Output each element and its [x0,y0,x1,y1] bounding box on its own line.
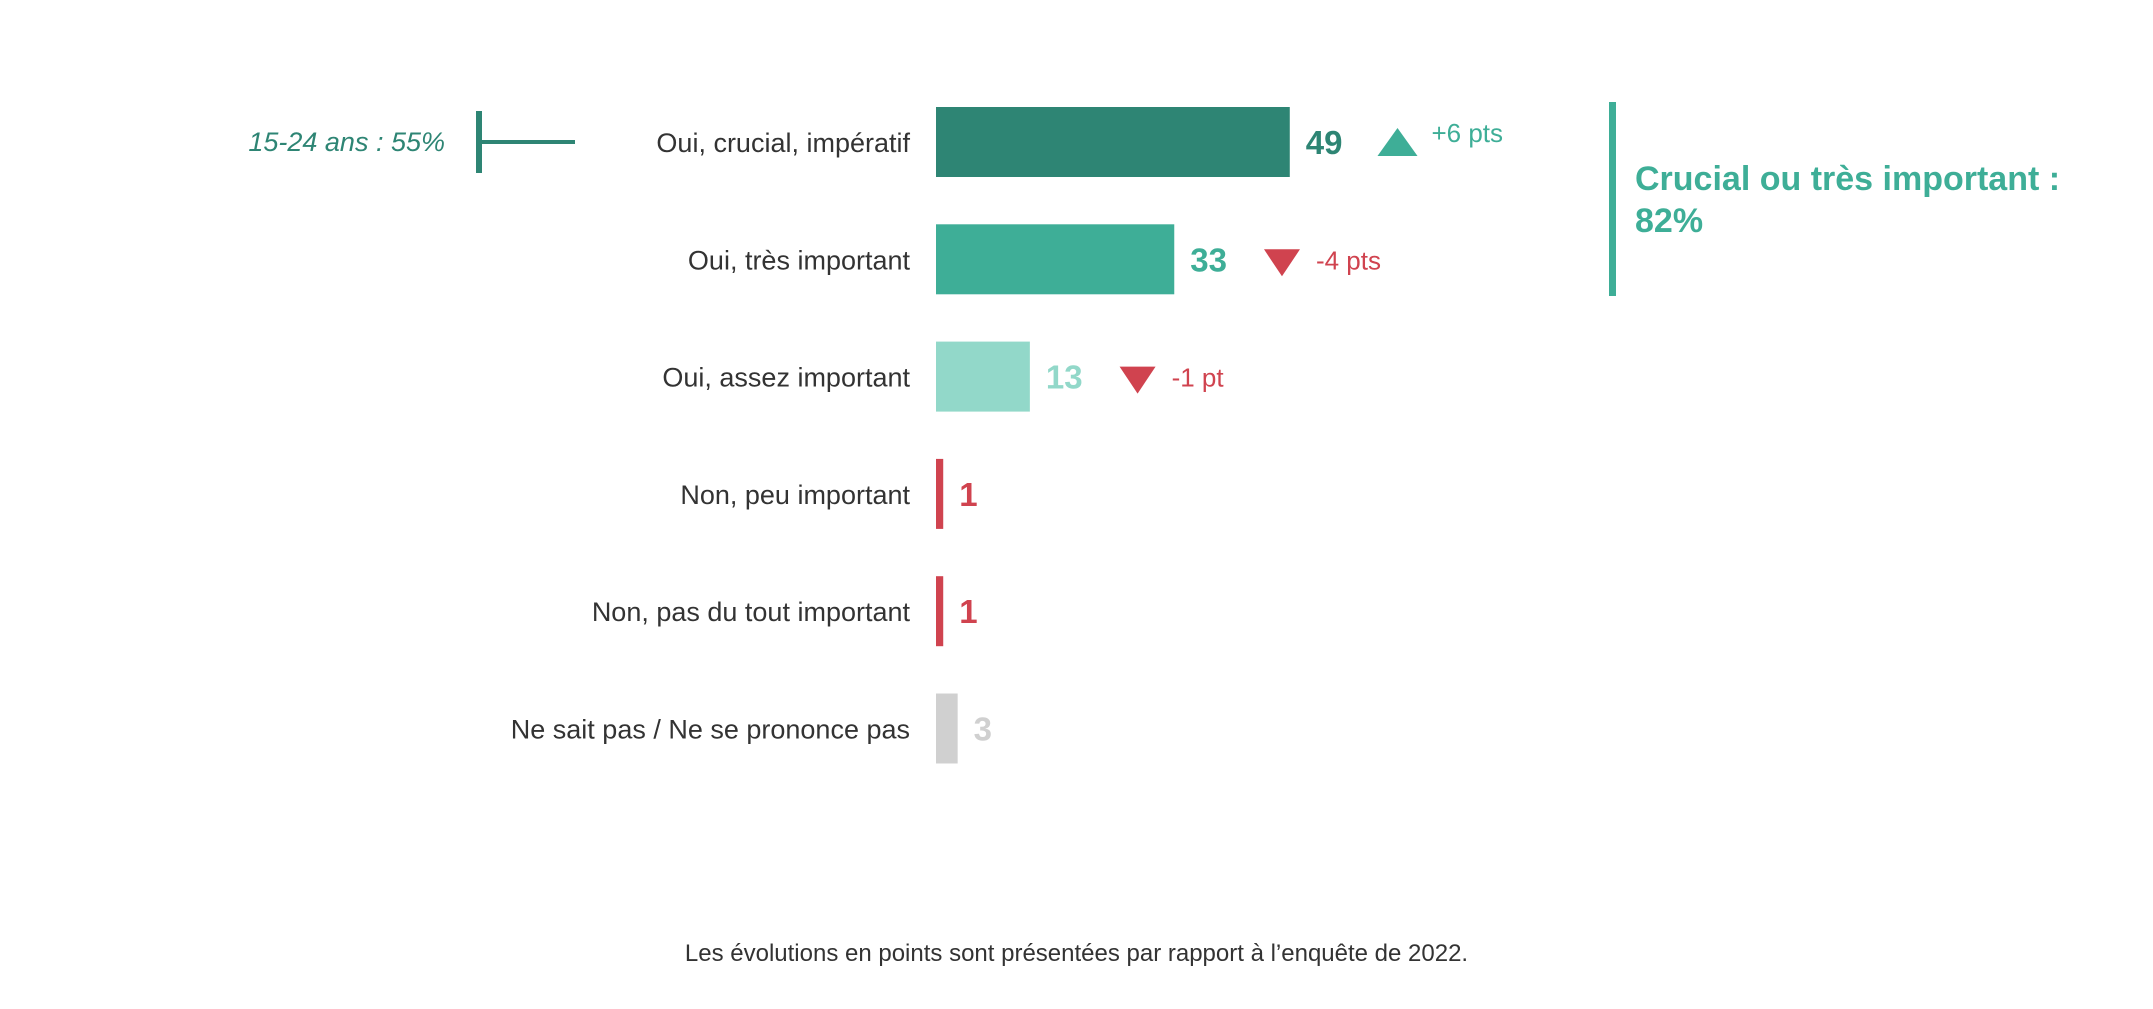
change-label: +6 pts [1431,118,1503,148]
value-label: 1 [959,593,977,630]
callout-text: 82% [1635,202,1703,240]
category-label: Oui, assez important [662,363,910,393]
category-label: Oui, crucial, impératif [656,128,910,158]
arrow-down-icon [1119,366,1156,394]
bar [936,458,944,529]
arrow-down-icon [1263,249,1300,277]
value-label: 33 [1190,241,1227,278]
callout-bar [1609,102,1616,296]
bar [936,224,1175,295]
category-label: Ne sait pas / Ne se prononce pas [511,715,910,745]
change-label: -4 pts [1316,245,1381,275]
footnote: Les évolutions en points sont présentées… [684,940,1469,967]
value-label: 49 [1306,124,1343,161]
bar [936,341,1030,412]
category-label: Non, pas du tout important [592,597,911,627]
value-label: 13 [1046,359,1083,396]
callout-text: Crucial ou très important : [1635,160,2060,198]
bar [936,107,1290,177]
value-label: 3 [974,711,992,748]
arrow-up-icon [1377,128,1418,156]
annotation-label: 15-24 ans : 55% [248,127,445,157]
category-label: Non, peu important [680,480,910,510]
bar [936,576,944,647]
category-label: Oui, très important [688,245,911,275]
bar [936,693,958,764]
value-label: 1 [959,476,977,513]
change-label: -1 pt [1172,363,1225,393]
